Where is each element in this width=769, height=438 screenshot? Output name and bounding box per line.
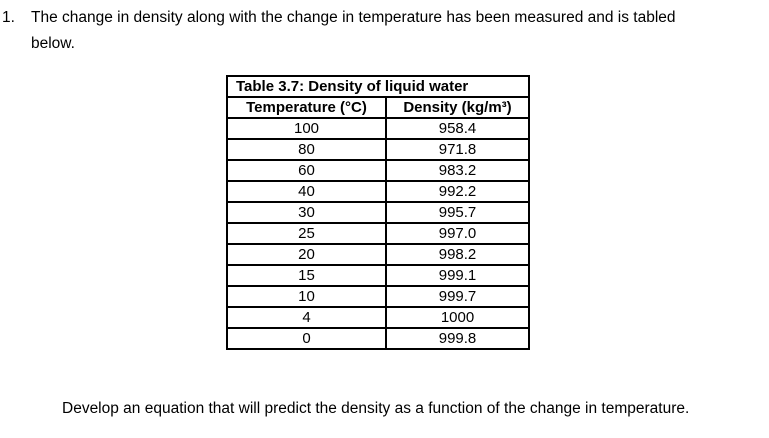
table-row: 40 992.2: [226, 180, 531, 203]
table-title: Table 3.7: Density of liquid water: [225, 75, 531, 98]
temperature-cell: 80: [226, 138, 387, 161]
temperature-cell: 0: [226, 327, 387, 350]
density-cell: 995.7: [384, 201, 531, 224]
density-cell: 999.7: [384, 285, 531, 308]
density-cell: 999.1: [384, 264, 531, 287]
table-row: 4 1000: [226, 306, 531, 329]
table-header-row: Temperature (°C) Density (kg/m³): [226, 96, 531, 119]
problem-text-line2: below.: [31, 35, 75, 52]
density-cell: 992.2: [384, 180, 531, 203]
density-cell: 958.4: [384, 117, 531, 140]
problem-statement: 1. The change in density along with the …: [0, 5, 760, 57]
density-cell: 997.0: [384, 222, 531, 245]
table-row: 10 999.7: [226, 285, 531, 308]
density-cell: 1000: [384, 306, 531, 329]
density-cell: 971.8: [384, 138, 531, 161]
table-row: 20 998.2: [226, 243, 531, 266]
density-cell: 999.8: [384, 327, 531, 350]
closing-instruction: Develop an equation that will predict th…: [62, 400, 690, 417]
density-table: Table 3.7: Density of liquid water Tempe…: [225, 75, 531, 350]
table-body: 100 958.4 80 971.8 60 983.2 40 992.2 30 995.7 25 99…: [226, 117, 531, 350]
table-row: 15 999.1: [226, 264, 531, 287]
temperature-cell: 60: [226, 159, 387, 182]
table-row: 60 983.2: [226, 159, 531, 182]
table-title-row: Table 3.7: Density of liquid water: [225, 75, 531, 98]
column-header-temperature: Temperature (°C): [226, 96, 387, 119]
table-row: 25 997.0: [226, 222, 531, 245]
problem-number: 1.: [2, 9, 15, 26]
temperature-cell: 30: [226, 201, 387, 224]
temperature-cell: 40: [226, 180, 387, 203]
temperature-cell: 100: [226, 117, 387, 140]
column-header-density: Density (kg/m³): [384, 96, 531, 119]
problem-text-line1: The change in density along with the cha…: [31, 9, 676, 26]
density-cell: 983.2: [384, 159, 531, 182]
table-row: 80 971.8: [226, 138, 531, 161]
temperature-cell: 10: [226, 285, 387, 308]
table-row: 0 999.8: [226, 327, 531, 350]
temperature-cell: 15: [226, 264, 387, 287]
table-row: 100 958.4: [226, 117, 531, 140]
temperature-cell: 4: [226, 306, 387, 329]
density-cell: 998.2: [384, 243, 531, 266]
temperature-cell: 20: [226, 243, 387, 266]
table-row: 30 995.7: [226, 201, 531, 224]
temperature-cell: 25: [226, 222, 387, 245]
